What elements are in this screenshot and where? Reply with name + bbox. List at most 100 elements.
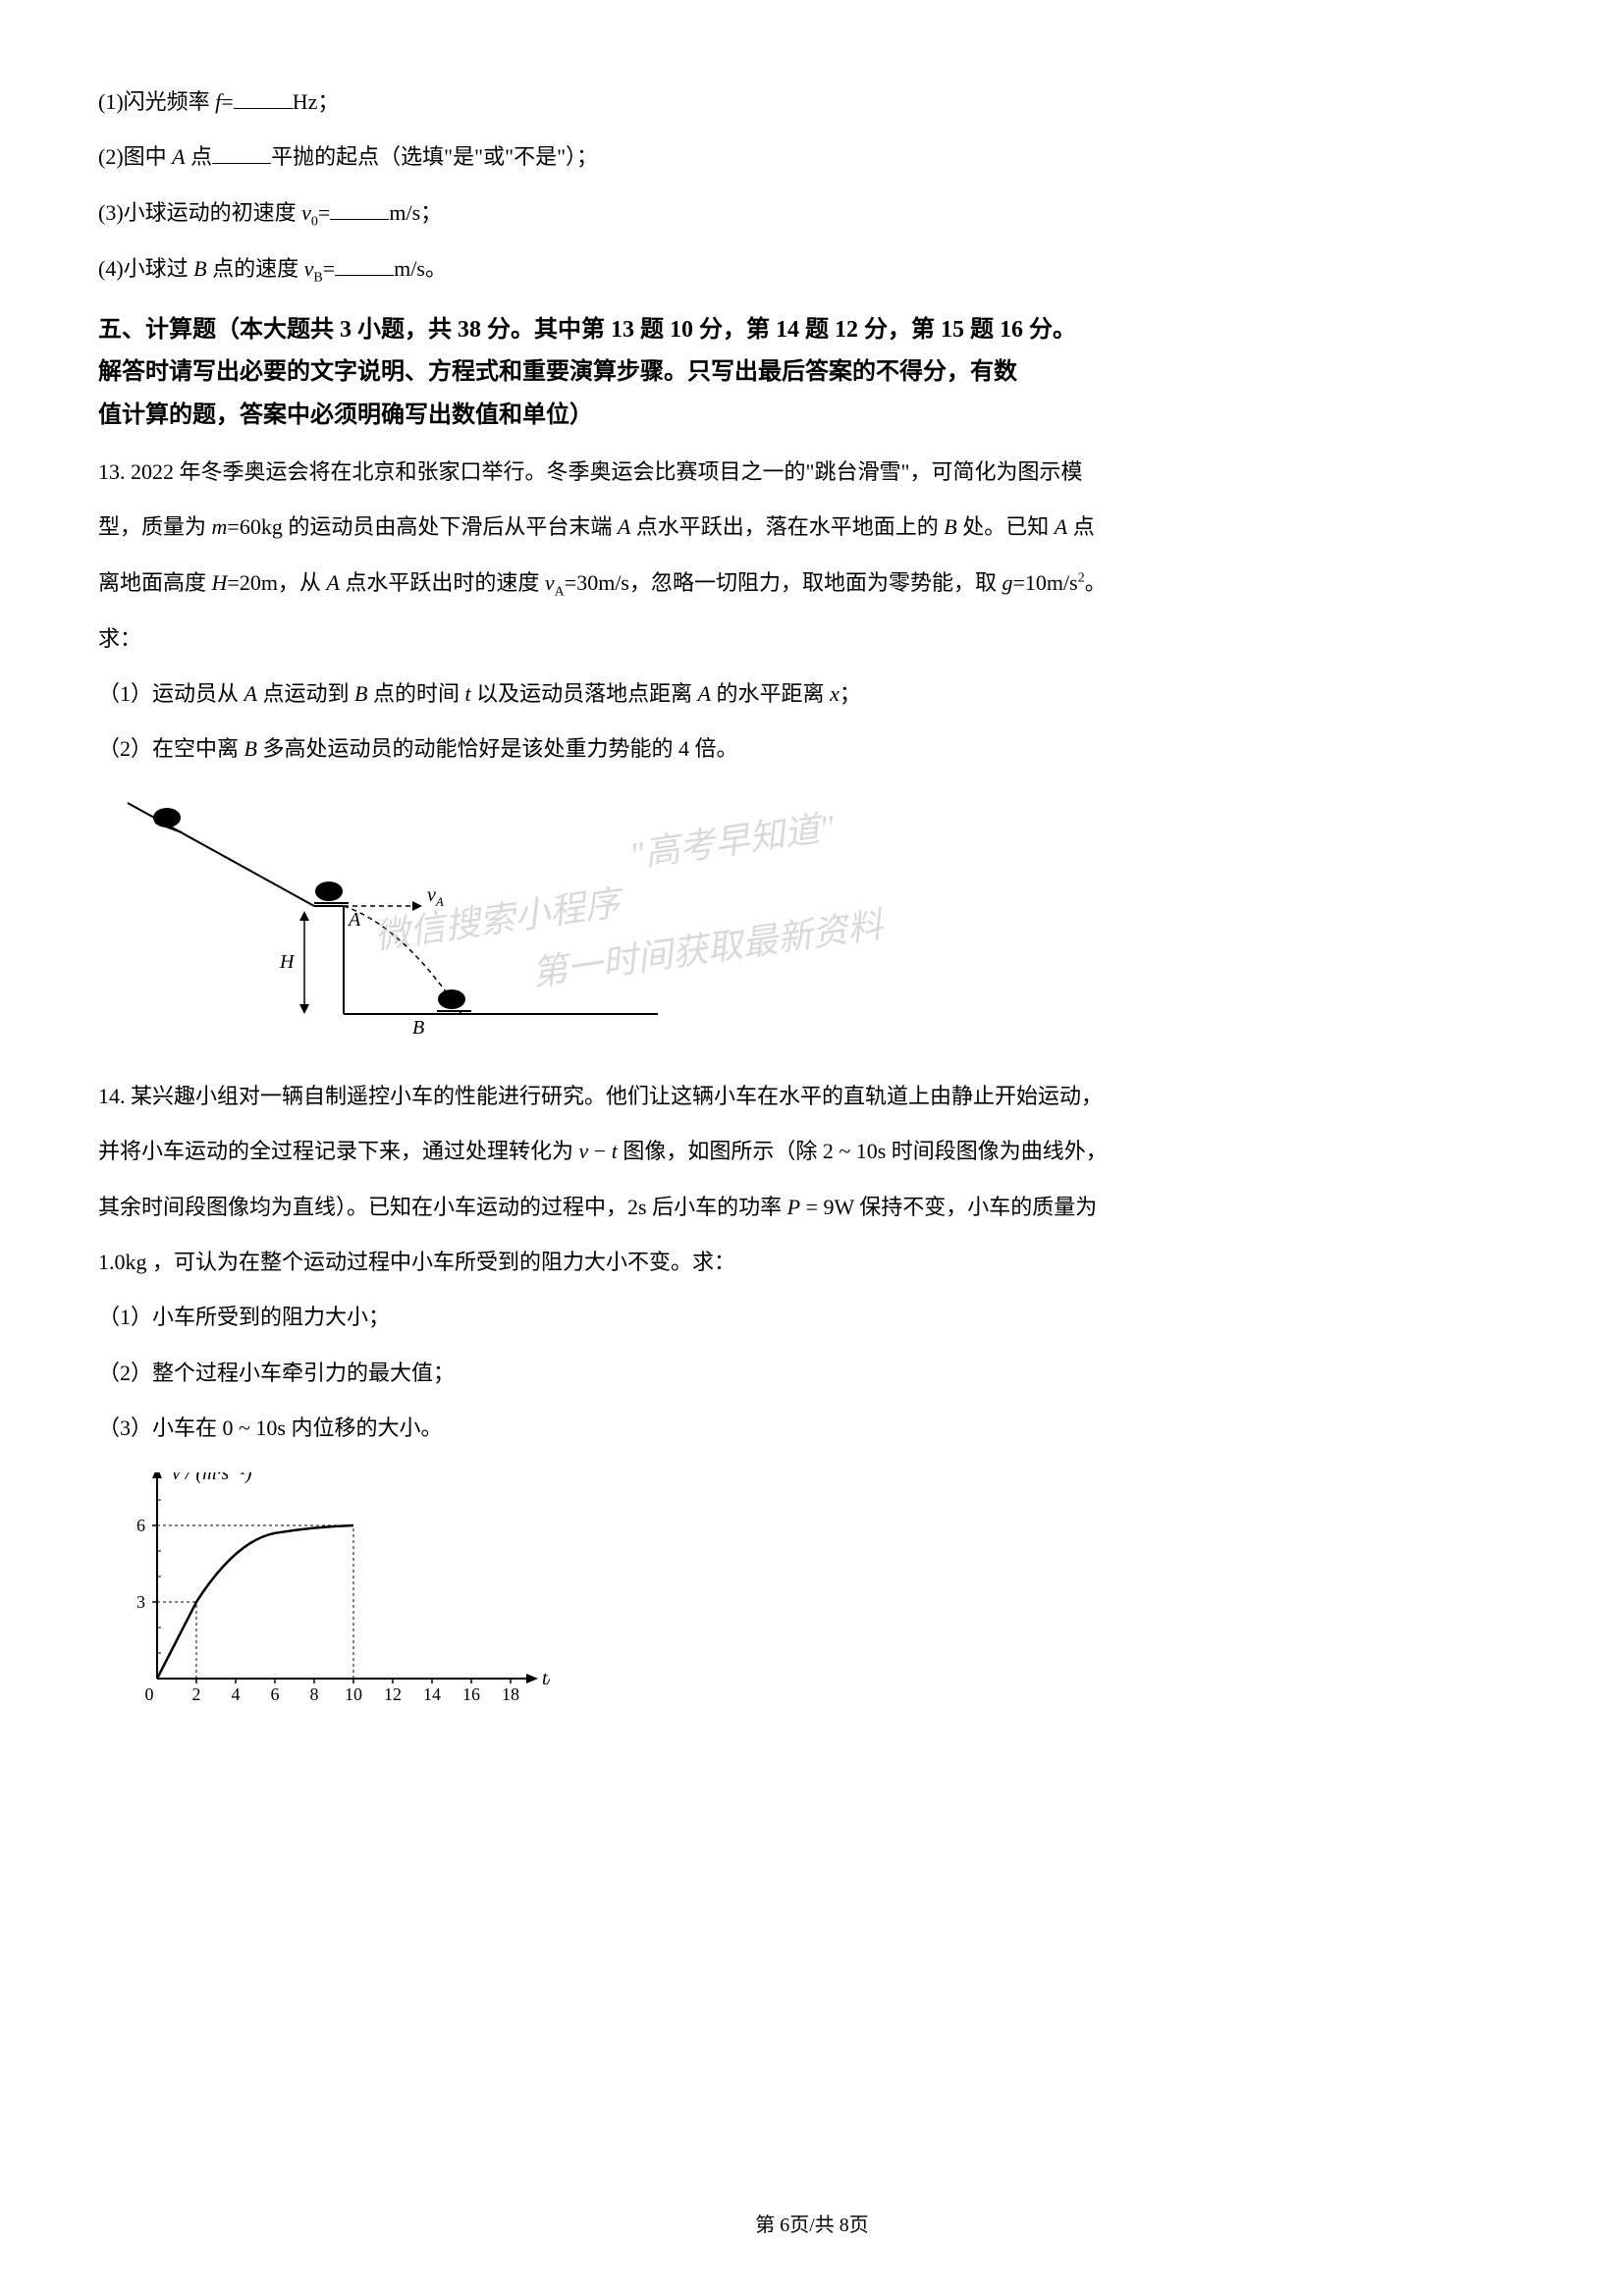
q13-p2: 离地面高度 H=20m，从 A 点水平跃出时的速度 vA=30m/s，忽略一切阻… [98,560,1526,608]
q13-A: A [618,514,630,539]
question-1: (1)闪光频率 f=Hz； [98,79,1526,126]
q13-sub1B: B [354,681,367,706]
q13-sub1d: 以及运动员落地点距离 [471,681,698,706]
q4-label2: 点的速度 [207,256,304,281]
q13-sub2a: （2）在空中离 [98,736,244,761]
question-4: (4)小球过 B 点的速度 vB=m/s。 [98,245,1526,294]
q14-p2a: 并将小车运动的全过程记录下来，通过处理转化为 [98,1139,579,1163]
q13-sub1e: 的水平距离 [711,681,830,706]
q3-label: (3)小球运动的初速度 [98,200,301,225]
q13-vAsub: A [555,584,565,599]
q1-blank [234,87,293,109]
svg-text:3: 3 [136,1592,145,1612]
q13-p1b: 型，质量为 [98,514,212,539]
q2-label: (2)图中 [98,144,172,169]
q4-var: v [304,256,314,281]
section-5-line3: 值计算的题，答案中必须明确写出数值和单位） [98,395,1526,437]
q3-blank [330,198,389,220]
q3-eq: = [318,200,330,225]
q3-unit: m/s； [389,200,442,225]
q13-p1e: 处。已知 [957,514,1055,539]
q13-p2c: 点水平跃出时的速度 [340,570,545,595]
q13-p1c: =60kg 的运动员由高处下滑后从平台末端 [227,514,617,539]
q1-eq: = [221,89,233,114]
section-5-header: 五、计算题（本大题共 3 小题，共 38 分。其中第 13 题 10 分，第 1… [98,309,1526,437]
svg-text:10: 10 [345,1684,362,1704]
q13-B: B [944,514,956,539]
q13-A3: A [326,570,339,595]
q3-sub: 0 [311,214,318,229]
svg-text:2: 2 [192,1684,201,1704]
q13-sub2B: B [244,736,257,761]
q4-varB: B [193,256,206,281]
q13-sup2: 2 [1078,570,1085,585]
q13-p1: 13. 2022 年冬季奥运会将在北京和张家口举行。冬季奥运会比赛项目之一的"跳… [98,449,1526,496]
q13-sub1A: A [244,681,257,706]
svg-text:6: 6 [271,1684,280,1704]
svg-text:14: 14 [423,1684,441,1704]
svg-text:4: 4 [232,1684,241,1704]
q14-P: P [787,1195,800,1219]
q13-p2e: =10m/s [1013,570,1078,595]
q13-sub1b: 点运动到 [257,681,354,706]
diagram-13: A vA H B "高考早知道" 微信搜索小程序 第一时间获取最新资料 [118,793,1526,1053]
q13-p1f: 点 [1067,514,1095,539]
q4-blank [335,254,394,276]
ski-jump-diagram: A vA H B [118,793,805,1048]
q4-sub: B [313,270,322,285]
q14-p3: 其余时间段图像均为直线）。已知在小车运动的过程中，2s 后小车的功率 P = 9… [98,1184,1526,1231]
q13-g: g [1002,570,1013,595]
q13-p2a: 离地面高度 [98,570,212,595]
q13-sub2: （2）在空中离 B 多高处运动员的动能恰好是该处重力势能的 4 倍。 [98,725,1526,773]
q13-sub1A2: A [698,681,711,706]
q14-dash: − [588,1139,611,1163]
q4-unit: m/s。 [394,256,447,281]
q13-p2f: 。 [1085,570,1107,595]
section-5-line1: 五、计算题（本大题共 3 小题，共 38 分。其中第 13 题 10 分，第 1… [98,309,1526,351]
q14-sub3: （3）小车在 0 ~ 10s 内位移的大小。 [98,1405,1526,1452]
q13-sub1f: ； [839,681,861,706]
q13-p2d: =30m/s，忽略一切阻力，取地面为零势能，取 [565,570,1002,595]
diagram-vA-label: vA [427,884,444,909]
q13-p3: 求： [98,615,1526,663]
q14-p3a: 其余时间段图像均为直线）。已知在小车运动的过程中，2s 后小车的功率 [98,1195,787,1219]
q2-varA: A [172,144,185,169]
svg-text:t/s: t/s [542,1668,550,1689]
svg-text:16: 16 [462,1684,480,1704]
q13-sub1c: 点的时间 [367,681,464,706]
q13-p1a: 13. 2022 年冬季奥运会将在北京和张家口举行。冬季奥运会比赛项目之一的"跳… [98,459,1082,484]
q13-p2b: =20m，从 [227,570,326,595]
q13-sub1: （1）运动员从 A 点运动到 B 点的时间 t 以及运动员落地点距离 A 的水平… [98,670,1526,718]
q14-sub1: （1）小车所受到的阻力大小； [98,1294,1526,1341]
q14-p4: 1.0kg ，可认为在整个运动过程中小车所受到的阻力大小不变。求： [98,1239,1526,1286]
q13-p1d: 点水平跃出，落在水平地面上的 [630,514,944,539]
q1-unit: Hz； [293,89,340,114]
q2-label2: 点 [186,144,213,169]
q13-m: m [212,514,228,539]
q13-sub2b: 多高处运动员的动能恰好是该处重力势能的 4 倍。 [257,736,738,761]
svg-text:v / (m·s⁻¹): v / (m·s⁻¹) [172,1472,252,1484]
q14-sub2: （2）整个过程小车牵引力的最大值； [98,1350,1526,1397]
q2-blank [212,142,271,164]
question-2: (2)图中 A 点 平抛的起点（选填"是"或"不是"）； [98,133,1526,181]
diagram-H-label: H [279,951,296,973]
vt-chart: 36024681012141618v / (m·s⁻¹)t/s [118,1472,550,1728]
q3-var: v [301,200,311,225]
svg-text:12: 12 [384,1684,402,1704]
question-3: (3)小球运动的初速度 v0= m/s； [98,189,1526,238]
q13-p1-cont: 型，质量为 m=60kg 的运动员由高处下滑后从平台末端 A 点水平跃出，落在水… [98,504,1526,551]
svg-text:8: 8 [310,1684,319,1704]
q4-label: (4)小球过 [98,256,193,281]
diagram-B-label: B [412,1017,424,1039]
section-5-line2: 解答时请写出必要的文字说明、方程式和重要演算步骤。只写出最后答案的不得分，有数 [98,351,1526,394]
q14-p2: 并将小车运动的全过程记录下来，通过处理转化为 v − t 图像，如图所示（除 2… [98,1128,1526,1175]
q13-vA: v [545,570,555,595]
q14-v: v [579,1139,589,1163]
diagram-A-label: A [347,909,361,931]
q14-p2b: 图像，如图所示（除 2 ~ 10s 时间段图像为曲线外， [618,1139,1108,1163]
q13-sub1a: （1）运动员从 [98,681,244,706]
page-footer: 第 6页/共 8页 [0,2209,1624,2237]
q2-label3: 平抛的起点（选填"是"或"不是"）； [271,144,598,169]
svg-text:18: 18 [502,1684,519,1704]
q4-eq: = [323,256,335,281]
